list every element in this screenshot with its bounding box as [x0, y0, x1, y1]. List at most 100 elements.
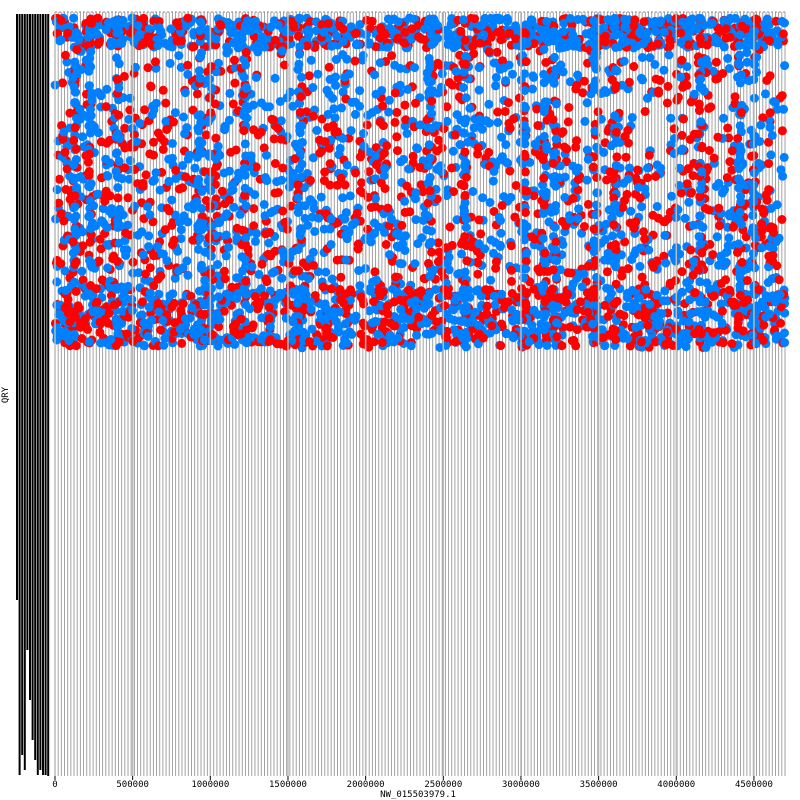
data-point — [369, 297, 379, 306]
data-point — [78, 275, 88, 285]
data-point — [650, 312, 659, 322]
data-point — [551, 134, 561, 144]
data-point — [390, 88, 400, 98]
data-point — [730, 92, 740, 102]
data-point — [678, 329, 688, 339]
data-point — [84, 81, 94, 91]
data-point — [315, 148, 325, 158]
data-point — [149, 137, 158, 147]
data-point — [232, 293, 242, 303]
data-point — [150, 57, 160, 67]
data-point — [761, 89, 770, 99]
data-point — [362, 120, 372, 130]
data-point — [495, 240, 505, 250]
data-point — [717, 306, 727, 316]
data-point — [227, 282, 237, 292]
data-point — [392, 107, 402, 117]
data-point — [371, 151, 380, 161]
data-point — [70, 224, 80, 234]
data-point — [346, 22, 356, 32]
data-point — [737, 257, 747, 267]
data-point — [777, 16, 787, 26]
data-point — [761, 291, 771, 301]
data-point — [368, 277, 378, 287]
data-point — [161, 116, 171, 126]
data-point — [224, 166, 234, 176]
data-point — [351, 168, 360, 178]
x-tick-label: 1000000 — [191, 780, 229, 790]
data-point — [640, 234, 650, 244]
data-point — [306, 55, 316, 65]
data-point — [458, 83, 468, 93]
data-point — [399, 38, 409, 48]
data-point — [529, 39, 539, 49]
data-point — [444, 78, 454, 87]
data-point — [551, 272, 561, 282]
data-point — [68, 73, 78, 83]
data-point — [269, 134, 279, 144]
data-point — [96, 137, 106, 147]
data-point — [324, 89, 334, 99]
data-point — [174, 21, 184, 31]
data-point — [257, 259, 267, 269]
data-point — [143, 32, 153, 42]
data-point — [52, 323, 62, 333]
data-point — [309, 204, 319, 214]
data-point — [696, 117, 706, 127]
data-point — [400, 100, 410, 110]
data-point — [273, 124, 283, 133]
data-point — [463, 137, 473, 147]
data-point — [214, 58, 223, 68]
data-point — [294, 59, 304, 69]
data-point — [512, 293, 522, 303]
data-point — [511, 181, 521, 190]
data-point — [597, 325, 607, 335]
y-axis-label: QRY — [1, 386, 11, 403]
data-point — [624, 77, 634, 87]
x-axis-label: NW_015503979.1 — [380, 790, 456, 800]
data-point — [359, 129, 368, 138]
data-point — [727, 339, 737, 349]
data-point — [129, 37, 139, 47]
data-point — [592, 23, 602, 33]
data-point — [388, 284, 398, 294]
data-point — [776, 165, 786, 175]
data-point — [332, 31, 342, 41]
data-point — [137, 297, 147, 307]
data-point — [143, 63, 153, 73]
data-point — [473, 269, 483, 279]
data-point — [757, 204, 767, 214]
data-point — [207, 221, 217, 231]
data-point — [126, 28, 136, 38]
data-point — [106, 37, 116, 47]
data-point — [347, 220, 357, 230]
data-point — [588, 285, 598, 295]
data-point — [450, 130, 460, 140]
data-point — [520, 151, 530, 161]
data-point — [583, 154, 593, 164]
data-point — [695, 277, 705, 287]
data-point — [239, 72, 249, 82]
data-point — [468, 187, 478, 196]
data-point — [669, 134, 679, 143]
data-point — [712, 38, 722, 48]
data-point — [529, 284, 539, 294]
data-point — [617, 80, 627, 90]
data-point — [102, 84, 112, 94]
data-point — [80, 291, 90, 301]
data-point — [555, 43, 564, 53]
data-point — [240, 23, 250, 33]
data-point — [704, 103, 714, 113]
data-point — [764, 36, 774, 46]
data-point — [149, 251, 159, 261]
data-point — [240, 190, 250, 200]
data-point — [302, 41, 312, 51]
data-point — [196, 17, 206, 27]
data-point — [521, 256, 531, 266]
data-point — [410, 63, 420, 73]
data-point — [714, 178, 724, 188]
data-point — [696, 239, 706, 249]
data-point — [592, 301, 602, 311]
x-tick-label: 4000000 — [657, 780, 695, 790]
data-point — [68, 248, 78, 258]
